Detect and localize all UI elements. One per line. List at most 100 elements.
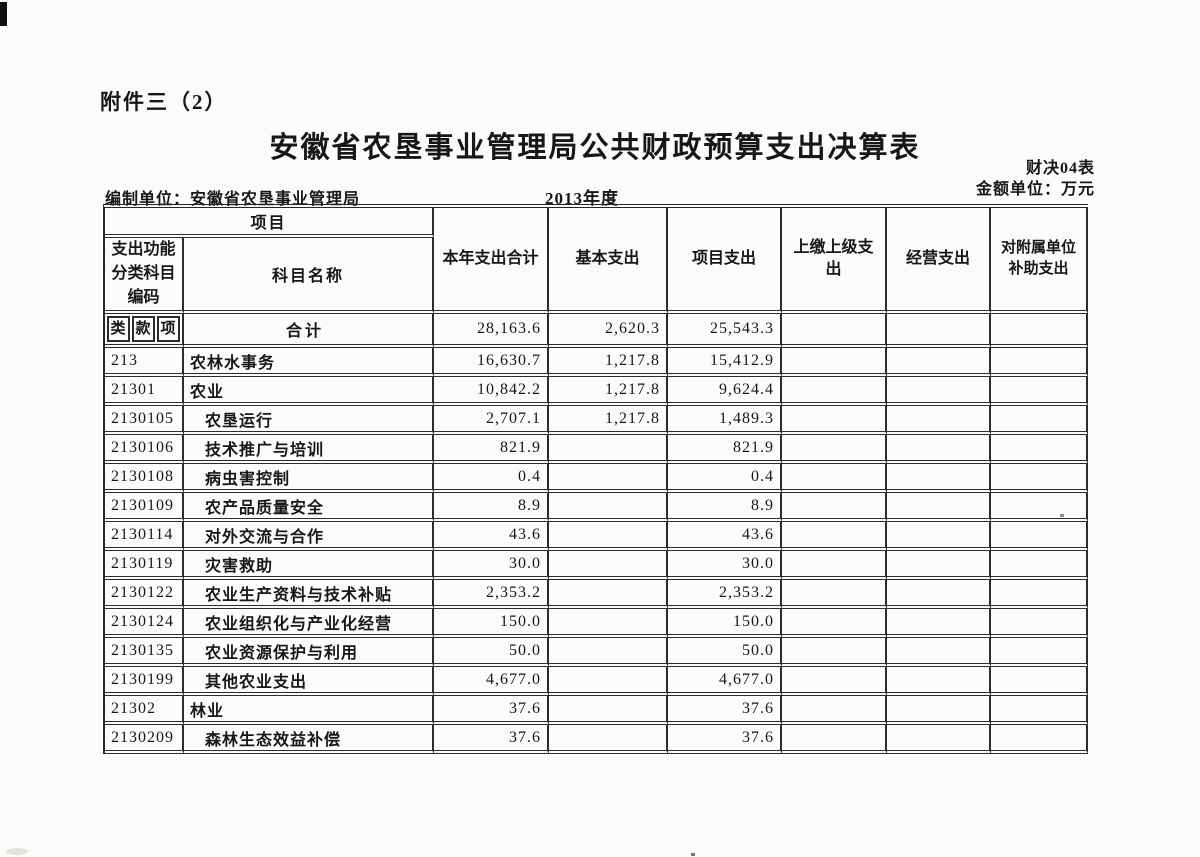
value-cell-basic xyxy=(549,522,669,551)
value-cell-subsidy xyxy=(991,493,1089,522)
value-cell-paid-to-higher xyxy=(782,580,888,609)
value-cell-project: 50.0 xyxy=(668,638,783,667)
row-name: 其他农业支出 xyxy=(184,667,435,696)
column-header-total: 本年支出合计 xyxy=(434,208,550,314)
value-cell-project: 37.6 xyxy=(668,725,783,754)
code-sub-header-boxes: 类款项 xyxy=(107,316,180,342)
fiscal-year-label: 2013年度 xyxy=(545,189,619,208)
value-cell-operating xyxy=(887,551,992,580)
value-cell-operating xyxy=(887,493,992,522)
row-code: 2130135 xyxy=(105,638,184,667)
table-subheader-row: 支出功能分类科目编码 科目名称 xyxy=(105,238,1088,314)
row-name: 农垦运行 xyxy=(184,406,435,435)
value-cell-total: 37.6 xyxy=(434,696,550,725)
row-name: 技术推广与培训 xyxy=(184,435,435,464)
value-cell-operating xyxy=(887,609,992,638)
value-cell-project: 821.9 xyxy=(668,435,783,464)
value-cell-basic xyxy=(549,580,669,609)
value-cell-project: 25,543.3 xyxy=(668,314,783,348)
value-cell-paid-to-higher xyxy=(782,667,888,696)
value-cell-total: 37.6 xyxy=(434,725,550,754)
scan-artifact-smudge xyxy=(6,848,28,855)
value-cell-paid-to-higher xyxy=(782,609,888,638)
row-code: 21301 xyxy=(105,377,184,406)
value-cell-project: 2,353.2 xyxy=(668,580,783,609)
table-row: 2130122 农业生产资料与技术补贴 2,353.2 2,353.2 xyxy=(105,580,1089,609)
value-cell-operating xyxy=(887,406,992,435)
table-row: 2130124 农业组织化与产业化经营 150.0 150.0 xyxy=(105,609,1089,638)
row-name: 病虫害控制 xyxy=(184,464,435,493)
value-cell-basic xyxy=(549,696,669,725)
value-cell-paid-to-higher xyxy=(782,522,888,551)
column-header-project: 项目支出 xyxy=(668,208,783,314)
subject-name-header: 科目名称 xyxy=(184,238,435,314)
column-header-operating: 经营支出 xyxy=(887,208,992,314)
value-cell-basic xyxy=(549,609,669,638)
value-cell-subsidy xyxy=(991,638,1089,667)
value-cell-basic xyxy=(549,435,669,464)
scan-artifact-speck xyxy=(691,853,695,856)
row-code: 2130114 xyxy=(105,522,184,551)
row-name: 农业生产资料与技术补贴 xyxy=(184,580,435,609)
row-name: 灾害救助 xyxy=(184,551,435,580)
value-cell-basic xyxy=(549,493,669,522)
value-cell-operating xyxy=(887,348,992,377)
amount-unit-label: 金额单位：万元 xyxy=(975,181,1095,198)
table-row: 21302 林业 37.6 37.6 xyxy=(105,696,1089,725)
row-name: 森林生态效益补偿 xyxy=(184,725,435,754)
table-header-row: 项目 本年支出合计 基本支出 项目支出 上缴上级支出 经营支出 对附属单位补助支… xyxy=(105,208,1089,314)
value-cell-operating xyxy=(887,464,992,493)
value-cell-project: 0.4 xyxy=(668,464,783,493)
column-header-subsidy: 对附属单位补助支出 xyxy=(991,208,1089,314)
value-cell-paid-to-higher xyxy=(782,696,888,725)
value-cell-total: 8.9 xyxy=(434,493,550,522)
table-row: 2130135 农业资源保护与利用 50.0 50.0 xyxy=(105,638,1089,667)
value-cell-paid-to-higher xyxy=(782,638,888,667)
row-code: 2130209 xyxy=(105,725,184,754)
prepared-by-value: 安徽省农垦事业管理局 xyxy=(190,191,361,208)
column-header-paid-to-higher: 上缴上级支出 xyxy=(782,208,888,314)
row-code: 21302 xyxy=(105,696,184,725)
row-name: 农业资源保护与利用 xyxy=(184,638,435,667)
value-cell-paid-to-higher xyxy=(782,377,888,406)
value-cell-project: 15,412.9 xyxy=(668,348,783,377)
value-cell-project: 9,624.4 xyxy=(668,377,783,406)
row-name: 农产品质量安全 xyxy=(184,493,435,522)
table-row: 2130114 对外交流与合作 43.6 43.6 xyxy=(105,522,1089,551)
value-cell-operating xyxy=(887,377,992,406)
table-row: 2130199 其他农业支出 4,677.0 4,677.0 xyxy=(105,667,1089,696)
table-row: 21301 农业 10,842.2 1,217.8 9,624.4 xyxy=(105,377,1089,406)
value-cell-paid-to-higher xyxy=(782,493,888,522)
row-code: 2130124 xyxy=(105,609,184,638)
value-cell-project: 1,489.3 xyxy=(668,406,783,435)
column-header-basic: 基本支出 xyxy=(549,208,669,314)
value-cell-paid-to-higher xyxy=(782,314,888,348)
code-sub-box: 项 xyxy=(157,316,180,342)
prepared-by-line: 编制单位：安徽省农垦事业管理局 xyxy=(105,185,360,209)
value-cell-total: 4,677.0 xyxy=(434,667,550,696)
value-cell-total: 43.6 xyxy=(434,522,550,551)
attachment-label: 附件三（2） xyxy=(100,90,228,114)
table-row: 2130209 森林生态效益补偿 37.6 37.6 xyxy=(105,725,1089,754)
project-group-header: 项目 xyxy=(105,208,435,238)
value-cell-total: 2,707.1 xyxy=(434,406,550,435)
budget-expenditure-table: 项目 本年支出合计 基本支出 项目支出 上缴上级支出 经营支出 对附属单位补助支… xyxy=(103,204,1089,754)
value-cell-operating xyxy=(887,314,992,348)
value-cell-total: 10,842.2 xyxy=(434,377,550,406)
table-row: 2130109 农产品质量安全 8.9 8.9 xyxy=(105,493,1089,522)
value-cell-basic xyxy=(549,464,669,493)
value-cell-total: 150.0 xyxy=(434,609,550,638)
value-cell-subsidy xyxy=(991,725,1089,754)
value-cell-total: 30.0 xyxy=(434,551,550,580)
value-cell-total: 821.9 xyxy=(434,435,550,464)
prepared-by-label: 编制单位： xyxy=(105,191,191,208)
value-cell-operating xyxy=(887,725,992,754)
value-cell-basic xyxy=(549,725,669,754)
value-cell-subsidy xyxy=(991,696,1089,725)
form-code-label: 财决04表 xyxy=(1025,160,1095,177)
value-cell-subsidy xyxy=(991,522,1089,551)
value-cell-paid-to-higher xyxy=(782,348,888,377)
row-code: 213 xyxy=(105,348,184,377)
value-cell-subsidy xyxy=(991,435,1089,464)
table-row: 2130119 灾害救助 30.0 30.0 xyxy=(105,551,1089,580)
